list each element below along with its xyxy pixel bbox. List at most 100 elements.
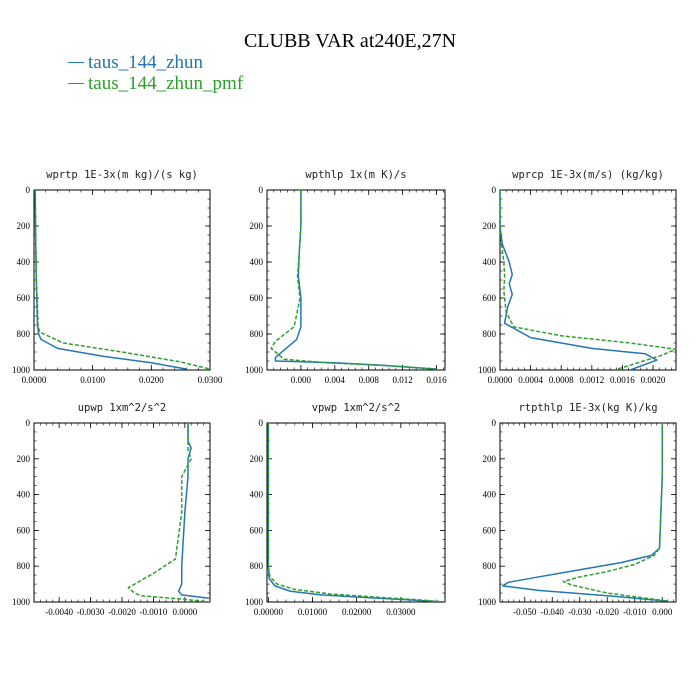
y-tick-label: 600 [17,293,31,303]
y-tick-label: 1000 [245,597,264,607]
legend-swatch-2 [68,83,84,85]
series-line-1 [177,423,210,602]
x-tick-label: 0.000 [291,375,312,385]
y-tick-label: 800 [17,561,31,571]
y-tick-label: 200 [250,454,264,464]
legend-item-2: taus_144_zhun_pmf [68,73,243,94]
plot-frame [33,422,211,603]
x-tick-label: -0.020 [596,607,620,617]
panel-title: upwp 1xm^2/s^2 [78,402,167,414]
plot-frame [499,189,677,371]
x-tick-label: -0.0010 [140,607,168,617]
series-line-2 [127,423,210,602]
series-line-1 [34,190,187,370]
x-tick-label: 0.01000 [298,607,328,617]
y-tick-label: 600 [250,293,264,303]
y-tick-label: 400 [483,257,497,267]
panel-title: wpthlp 1x(m K)/s [305,169,406,181]
panel-4: upwp 1xm^2/s^2 0 200 400 600 800 1000 -0.0040 -0… [12,402,211,617]
y-tick-label: 400 [17,257,31,267]
panel-title: wprcp 1E-3x(m/s) (kg/kg) [512,169,664,181]
series-line-1 [500,190,658,370]
y-tick-label: 200 [483,454,497,464]
x-tick-label: 0.0000 [22,375,47,385]
x-tick-label: 0.000 [652,607,673,617]
x-tick-label: 0.0004 [518,375,543,385]
series-line-1 [274,190,437,370]
series-line-1 [267,423,445,602]
figure-title: CLUBB VAR at240E,27N [243,30,457,52]
y-tick-label: 800 [483,329,497,339]
series-line-1 [502,423,668,602]
y-tick-label: 1000 [245,365,264,375]
y-tick-label: 600 [483,293,497,303]
series-line-2 [267,423,445,602]
y-tick-label: 600 [17,525,31,535]
panel-title: rtpthlp 1E-3x(kg K)/kg [518,402,657,414]
x-tick-label: 0.0020 [641,375,666,385]
y-tick-label: 800 [17,329,31,339]
y-tick-label: 1000 [12,597,31,607]
panel-title: vpwp 1xm^2/s^2 [312,402,401,414]
x-tick-label: 0.0016 [610,375,635,385]
y-tick-label: 800 [250,329,264,339]
y-tick-label: 200 [250,221,264,231]
y-tick-label: 200 [483,221,497,231]
x-tick-label: 0.0100 [80,375,105,385]
y-tick-label: 1000 [12,365,31,375]
y-tick-label: 200 [17,221,31,231]
panel-1: wprtp 1E-3x(m kg)/(s kg) 0 200 400 600 800 100… [12,169,223,385]
y-tick-label: 0 [492,185,497,195]
x-tick-label: -0.040 [541,607,565,617]
x-tick-label: -0.0030 [77,607,105,617]
x-tick-label: 0.0000 [172,607,197,617]
panel-3: wprcp 1E-3x(m/s) (kg/kg) 0 200 400 600 800 100… [478,169,677,385]
x-tick-label: 0.0000 [488,375,513,385]
legend-label-1: taus_144_zhun [88,52,204,73]
y-tick-label: 0 [26,185,31,195]
x-tick-label: 0.0012 [579,375,604,385]
panel-6: rtpthlp 1E-3x(kg K)/kg 0 200 400 600 800 1000 -… [478,402,677,617]
x-tick-label: 0.02000 [342,607,372,617]
y-tick-label: 1000 [478,597,497,607]
x-tick-label: 0.0300 [198,375,223,385]
legend: taus_144_zhun taus_144_zhun_pmf [68,52,243,94]
legend-label-2: taus_144_zhun_pmf [88,73,244,94]
x-tick-label: -0.010 [623,607,647,617]
y-tick-label: 0 [26,418,31,428]
x-tick-label: 0.00000 [254,607,284,617]
series-line-2 [270,190,437,370]
panel-title: wprtp 1E-3x(m kg)/(s kg) [46,169,198,181]
y-tick-label: 400 [250,490,264,500]
y-tick-label: 400 [17,490,31,500]
y-tick-label: 0 [259,185,264,195]
series-line-2 [562,423,668,602]
y-tick-label: 0 [492,418,497,428]
legend-item-1: taus_144_zhun [68,52,243,73]
x-tick-label: 0.004 [325,375,346,385]
y-tick-label: 400 [250,257,264,267]
plot-frame [33,189,211,371]
x-tick-label: 0.016 [426,375,447,385]
x-tick-label: 0.012 [392,375,412,385]
plot-frame [266,189,446,371]
legend-swatch-1 [68,62,84,64]
plot-frame [266,422,446,603]
x-tick-label: -0.0040 [45,607,73,617]
x-tick-label: -0.050 [513,607,537,617]
x-tick-label: 0.0200 [139,375,164,385]
series-line-2 [34,190,210,370]
x-tick-label: -0.0020 [108,607,136,617]
x-tick-label: 0.008 [359,375,380,385]
plot-frame [499,422,677,603]
y-tick-label: 600 [250,525,264,535]
y-tick-label: 0 [259,418,264,428]
x-tick-label: 0.03000 [386,607,416,617]
y-tick-label: 800 [483,561,497,571]
y-tick-label: 800 [250,561,264,571]
y-tick-label: 200 [17,454,31,464]
x-tick-label: -0.030 [568,607,592,617]
y-tick-label: 1000 [478,365,497,375]
